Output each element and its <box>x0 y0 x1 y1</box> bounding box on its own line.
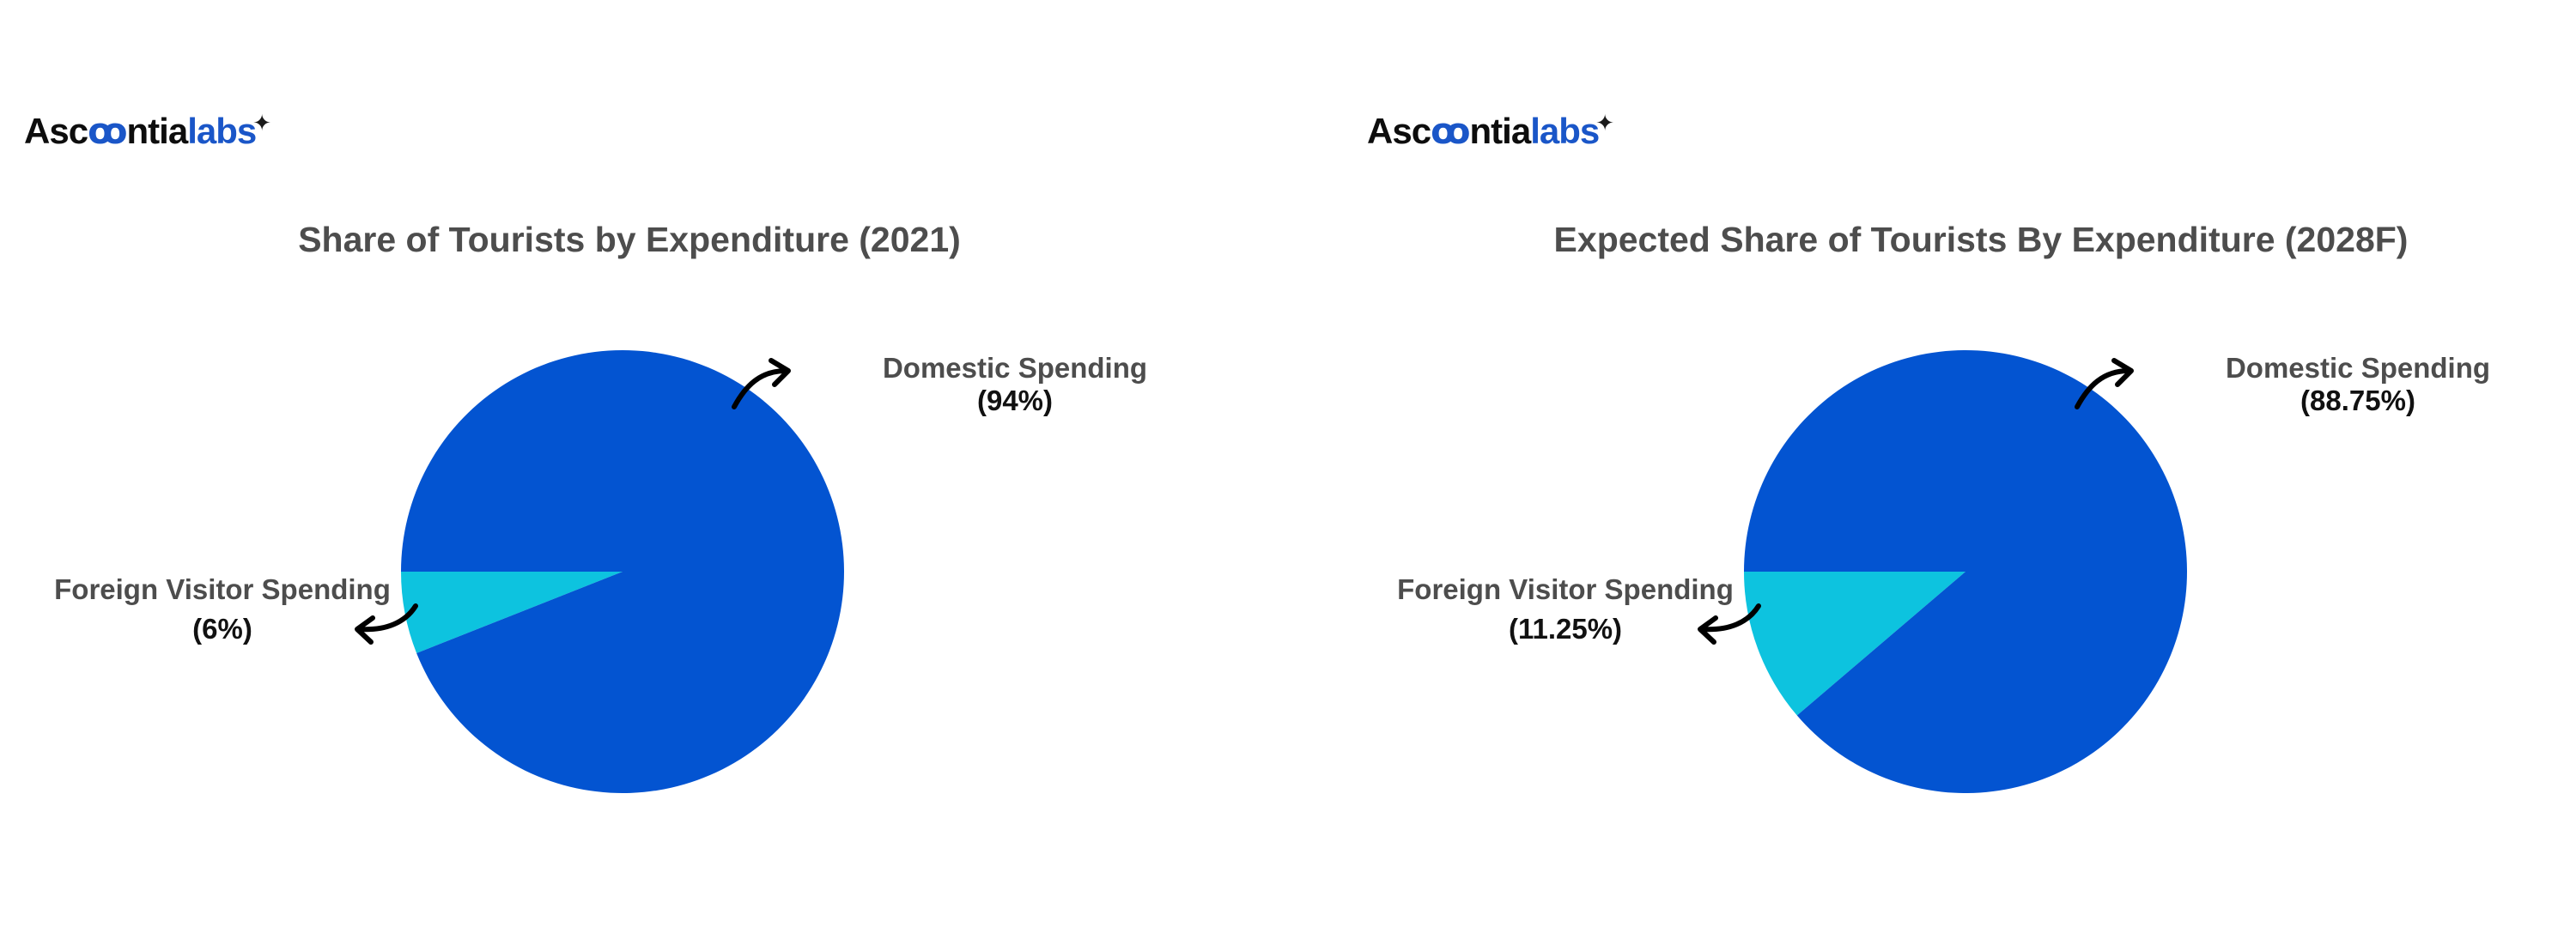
chart-title: Share of Tourists by Expenditure (2021) <box>298 220 961 259</box>
pie-chart-2028f <box>1698 350 2187 794</box>
logo-text-part: ntia <box>126 111 189 151</box>
slice-label-foreign: Foreign Visitor Spending (6%) <box>54 573 391 645</box>
slice-name: Foreign Visitor Spending <box>54 573 391 605</box>
slice-name: Domestic Spending <box>2225 352 2491 384</box>
pie-slice-domestic-spending <box>1744 350 2187 794</box>
domestic-arrow-icon <box>732 358 791 409</box>
chart-panel-2021: Ascꝏntialabs✦ Share of Tourists by Expen… <box>24 110 1147 794</box>
pie-slices <box>1744 350 2187 794</box>
slice-label-foreign: Foreign Visitor Spending (11.25%) <box>1397 573 1734 645</box>
logo-text-labs: labs <box>187 111 257 151</box>
slice-value: (94%) <box>976 385 1054 416</box>
slice-name: Domestic Spending <box>882 352 1148 384</box>
logo-text-labs: labs <box>1530 111 1600 151</box>
pie-slices <box>401 349 845 794</box>
logo-loop: ꝏ <box>88 111 127 151</box>
sparkle-icon: ✦ <box>1595 110 1614 136</box>
sparkle-icon: ✦ <box>252 110 271 136</box>
pie-slice-domestic-spending <box>401 349 845 794</box>
pie-slice-foreign-visitor-spending <box>1744 572 1965 716</box>
pie-slice-foreign-visitor-spending <box>401 572 623 653</box>
slice-value: (88.75%) <box>2300 385 2415 416</box>
logo-text-part: Asc <box>1367 111 1431 151</box>
slice-value: (11.25%) <box>1508 613 1623 645</box>
chart-panel-2028f: Ascꝏntialabs✦ Expected Share of Tourists… <box>1343 0 2576 927</box>
logo-text-part: Asc <box>24 111 88 151</box>
brand-logo: Ascꝏntialabs✦ <box>1367 110 1614 152</box>
chart-title: Expected Share of Tourists By Expenditur… <box>1553 220 2409 259</box>
slice-label-domestic: Domestic Spending (94%) <box>883 352 1147 417</box>
slice-label-domestic: Domestic Spending (88.75%) <box>2226 352 2490 417</box>
domestic-arrow-icon <box>2075 358 2134 409</box>
slice-value: (6%) <box>192 613 252 645</box>
foreign-arrow-icon <box>1698 603 1761 645</box>
logo-text-part: ntia <box>1469 111 1532 151</box>
foreign-arrow-icon <box>355 603 418 645</box>
logo-loop: ꝏ <box>1431 111 1470 151</box>
brand-logo: Ascꝏntialabs✦ <box>24 110 271 152</box>
slice-name: Foreign Visitor Spending <box>1397 573 1734 605</box>
pie-chart-2021 <box>355 349 845 794</box>
